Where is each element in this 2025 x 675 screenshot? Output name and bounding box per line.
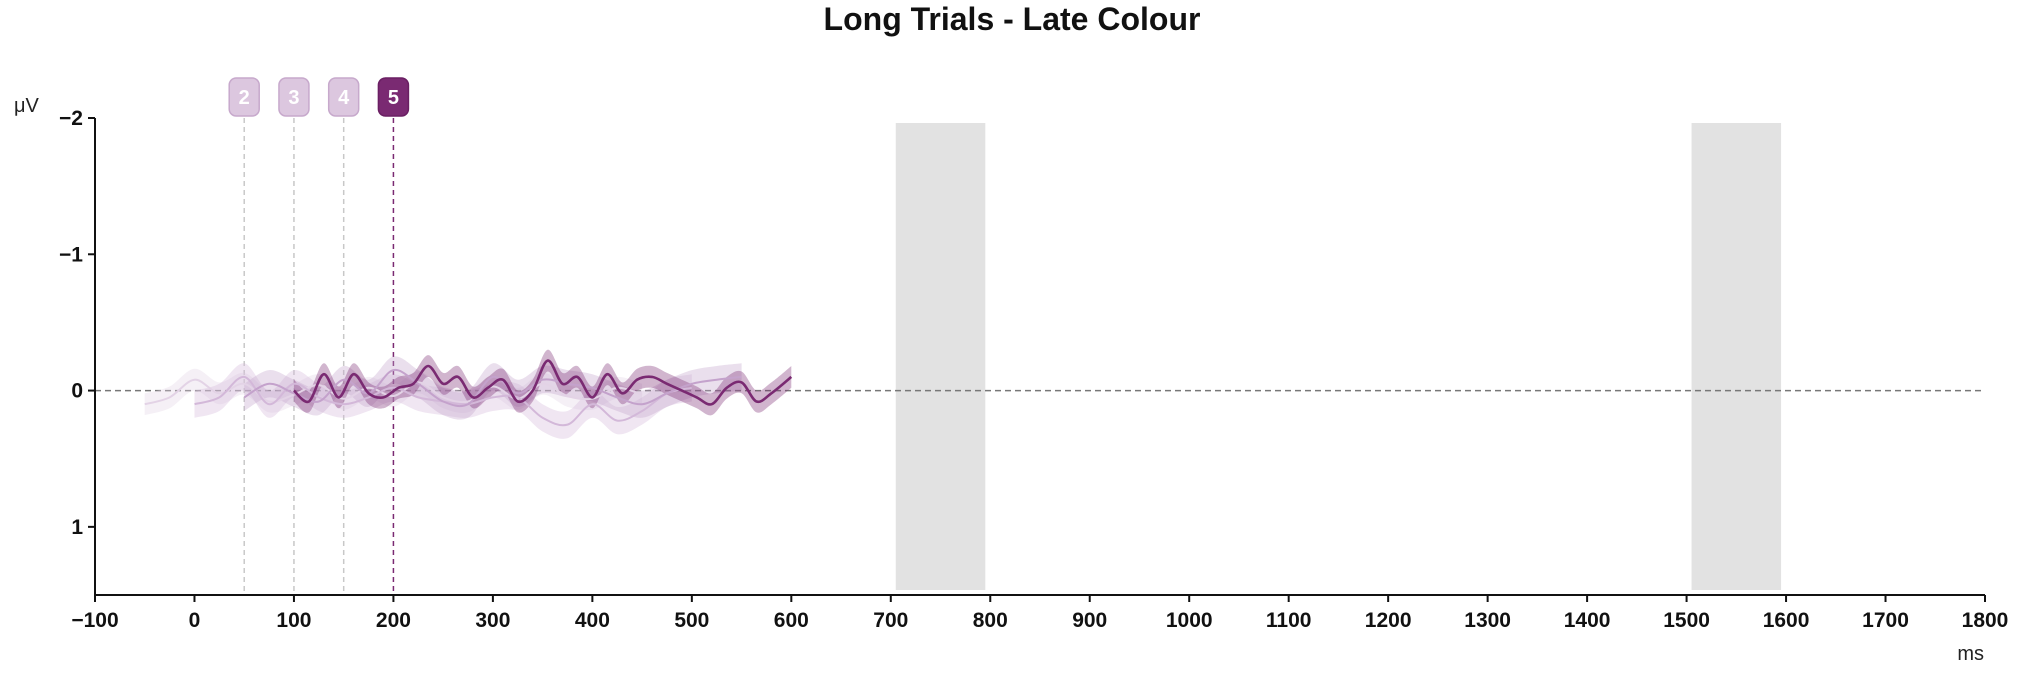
badge-background	[327, 77, 360, 117]
shaded-region-1	[895, 123, 986, 590]
axes	[94, 118, 1985, 596]
series-lines	[144, 359, 793, 427]
chart-title: Long Trials - Late Colour	[824, 1, 1201, 37]
marker-badge-3: 3	[278, 77, 310, 117]
x-tick-label: 1500	[1663, 609, 1710, 632]
x-tick-label: 1100	[1266, 609, 1312, 632]
x-tick-label: 700	[873, 609, 908, 632]
shaded-regions	[895, 123, 1782, 590]
marker-badges: 2 3 4 5	[228, 77, 410, 117]
x-tick-label: 1000	[1166, 609, 1213, 632]
x-tick-label: 100	[276, 609, 311, 632]
x-tick-label: 400	[575, 609, 610, 632]
x-tick-label: 500	[674, 609, 709, 632]
badge-background	[228, 77, 260, 117]
series-band-4	[293, 349, 792, 416]
confidence-bands	[144, 349, 792, 439]
x-axis-unit-label: ms	[1957, 643, 1984, 665]
y-tick-label: 1	[71, 516, 83, 539]
x-tick-label: 300	[475, 609, 510, 632]
y-axis-unit-label: μV	[14, 95, 40, 117]
x-axis-ticks: −100 0 100 200 300 400 500 600 700 800 900 1000 1100…	[71, 595, 2008, 632]
badge-label: 4	[338, 87, 350, 109]
y-tick-label: 0	[71, 380, 83, 403]
x-tick-label: 800	[973, 609, 1008, 632]
series-line-4	[293, 359, 793, 406]
marker-badge-2: 2	[228, 77, 260, 117]
x-tick-label: −100	[71, 609, 118, 632]
x-tick-label: 1700	[1862, 609, 1909, 632]
x-tick-label: 1800	[1962, 609, 2009, 632]
x-tick-label: 1200	[1365, 609, 1412, 632]
x-tick-label: 600	[774, 609, 809, 632]
marker-lines	[243, 118, 395, 595]
x-tick-label: 1600	[1763, 609, 1810, 632]
series-band-3	[244, 356, 742, 420]
y-tick-label: −2	[59, 107, 83, 130]
marker-badge-4: 4	[327, 77, 360, 117]
shaded-region-2	[1691, 123, 1782, 590]
badge-label: 3	[288, 87, 299, 109]
y-axis-ticks: −2 −1 0 1	[59, 107, 95, 539]
badge-label: 2	[239, 87, 250, 109]
badge-label: 5	[388, 87, 399, 109]
x-tick-label: 1400	[1564, 609, 1611, 632]
badge-background	[377, 77, 410, 117]
x-tick-label: 200	[376, 609, 411, 632]
badge-background	[278, 77, 310, 117]
x-tick-label: 900	[1072, 609, 1107, 632]
series-line-3	[243, 369, 742, 408]
y-tick-label: −1	[59, 243, 83, 266]
x-tick-label: 1300	[1464, 609, 1511, 632]
x-tick-label: 0	[189, 609, 201, 632]
marker-badge-5: 5	[377, 77, 410, 117]
